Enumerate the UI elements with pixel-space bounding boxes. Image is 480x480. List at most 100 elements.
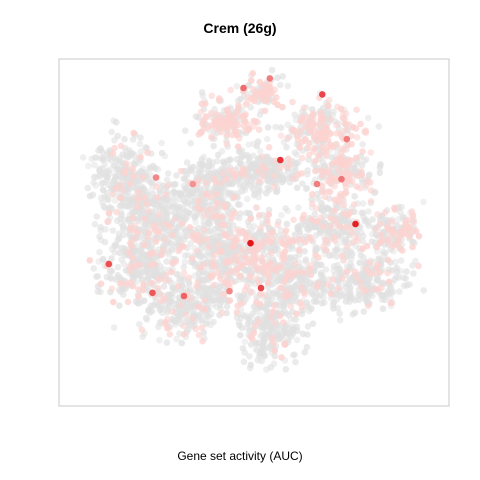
low-activity-point: [207, 194, 214, 201]
background-point: [193, 212, 200, 219]
background-point: [263, 307, 270, 314]
background-point: [178, 276, 185, 283]
low-activity-point: [241, 113, 248, 120]
background-point: [147, 270, 154, 277]
background-point: [272, 124, 279, 131]
background-point: [141, 298, 148, 305]
background-point: [294, 226, 301, 233]
background-point: [196, 169, 203, 176]
background-point: [93, 213, 100, 220]
low-activity-point: [280, 240, 287, 247]
low-activity-point: [240, 261, 247, 268]
background-point: [285, 83, 292, 90]
background-point: [241, 359, 248, 366]
background-point: [246, 158, 253, 165]
low-activity-point: [153, 184, 160, 191]
low-activity-point: [181, 331, 188, 338]
low-activity-point: [219, 310, 226, 317]
low-activity-point: [232, 210, 239, 217]
low-activity-point: [344, 268, 351, 275]
low-activity-point: [323, 248, 330, 255]
low-activity-point: [128, 243, 135, 250]
low-activity-point: [180, 243, 187, 250]
low-activity-point: [257, 91, 264, 98]
low-activity-point: [160, 247, 167, 254]
low-activity-point: [239, 247, 246, 254]
low-activity-point: [262, 166, 269, 173]
low-activity-point: [319, 114, 326, 121]
background-point: [237, 332, 244, 339]
low-activity-point: [162, 319, 169, 326]
low-activity-point: [162, 237, 169, 244]
background-point: [139, 333, 146, 340]
background-point: [126, 154, 133, 161]
background-point: [188, 191, 195, 198]
background-point: [210, 143, 217, 150]
high-activity-point: [240, 85, 247, 92]
low-activity-point: [323, 152, 330, 159]
low-activity-point: [372, 286, 379, 293]
low-activity-point: [257, 225, 264, 232]
low-activity-point: [111, 145, 118, 152]
background-point: [124, 203, 131, 210]
low-activity-point: [328, 116, 335, 123]
high-activity-point: [344, 136, 351, 143]
background-point: [360, 200, 367, 207]
low-activity-point: [231, 194, 238, 201]
low-activity-point: [318, 167, 325, 174]
low-activity-point: [282, 341, 289, 348]
low-activity-point: [227, 87, 234, 94]
low-activity-point: [392, 206, 399, 213]
low-activity-point: [180, 323, 187, 330]
background-point: [284, 121, 291, 128]
low-activity-point: [106, 210, 113, 217]
low-activity-point: [201, 306, 208, 313]
background-point: [143, 315, 150, 322]
low-activity-point: [288, 269, 295, 276]
background-point: [102, 226, 109, 233]
low-activity-point: [163, 277, 170, 284]
background-point: [225, 162, 232, 169]
background-point: [242, 187, 249, 194]
low-activity-point: [282, 229, 289, 236]
low-activity-point: [339, 275, 346, 282]
background-point: [100, 203, 107, 210]
low-activity-point: [155, 230, 162, 237]
low-activity-point: [112, 185, 119, 192]
low-activity-point: [274, 222, 281, 229]
low-activity-point: [238, 300, 245, 307]
low-activity-point: [156, 276, 163, 283]
low-activity-point: [285, 156, 292, 163]
low-activity-point: [313, 205, 320, 212]
low-activity-point: [299, 215, 306, 222]
low-activity-point: [151, 261, 158, 268]
background-point: [255, 138, 262, 145]
low-activity-point: [201, 297, 208, 304]
background-point: [98, 146, 105, 153]
low-activity-point: [271, 320, 278, 327]
background-point: [361, 308, 368, 315]
background-point: [93, 273, 100, 280]
low-activity-point: [353, 106, 360, 113]
background-point: [100, 187, 107, 194]
low-activity-point: [187, 224, 194, 231]
background-point: [146, 306, 153, 313]
background-point: [110, 117, 117, 124]
low-activity-point: [201, 212, 208, 219]
low-activity-point: [172, 216, 179, 223]
low-activity-point: [409, 244, 416, 251]
low-activity-point: [221, 124, 228, 131]
low-activity-point: [221, 230, 228, 237]
low-activity-point: [229, 167, 236, 174]
background-point: [324, 205, 331, 212]
low-activity-point: [409, 208, 416, 215]
background-point: [238, 315, 245, 322]
high-activity-point: [314, 181, 321, 188]
background-point: [237, 201, 244, 208]
low-activity-point: [336, 168, 343, 175]
low-activity-point: [129, 227, 136, 234]
low-activity-point: [207, 273, 214, 280]
low-activity-point: [304, 118, 311, 125]
low-activity-point: [294, 133, 301, 140]
low-activity-point: [253, 266, 260, 273]
